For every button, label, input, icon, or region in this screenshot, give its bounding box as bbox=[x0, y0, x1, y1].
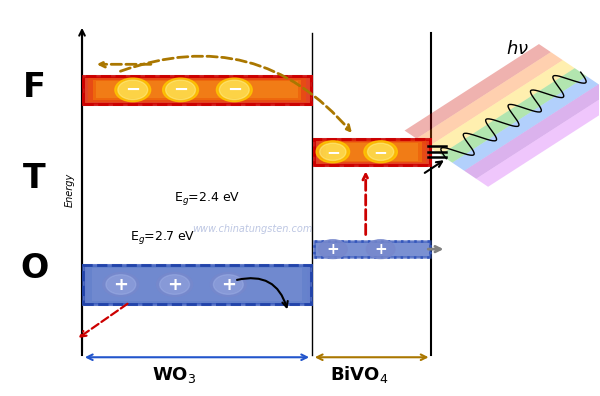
Circle shape bbox=[106, 275, 136, 294]
Polygon shape bbox=[476, 92, 600, 187]
Text: BiVO$_4$: BiVO$_4$ bbox=[331, 364, 389, 385]
FancyBboxPatch shape bbox=[323, 142, 422, 162]
Circle shape bbox=[166, 80, 196, 100]
Circle shape bbox=[163, 78, 199, 102]
FancyBboxPatch shape bbox=[92, 268, 302, 301]
FancyBboxPatch shape bbox=[326, 143, 418, 161]
Text: T: T bbox=[23, 162, 46, 195]
Text: O: O bbox=[20, 252, 49, 285]
Circle shape bbox=[220, 80, 249, 100]
Circle shape bbox=[364, 141, 397, 163]
Text: E$_g$=2.4 eV: E$_g$=2.4 eV bbox=[174, 190, 241, 206]
Circle shape bbox=[367, 143, 394, 160]
Polygon shape bbox=[452, 76, 599, 171]
Polygon shape bbox=[428, 60, 575, 155]
FancyBboxPatch shape bbox=[93, 80, 301, 100]
Circle shape bbox=[211, 273, 246, 296]
Polygon shape bbox=[440, 68, 587, 163]
FancyBboxPatch shape bbox=[319, 141, 426, 163]
Circle shape bbox=[214, 275, 243, 294]
Circle shape bbox=[320, 143, 346, 160]
Text: F: F bbox=[23, 71, 46, 105]
Text: −: − bbox=[227, 81, 242, 99]
FancyBboxPatch shape bbox=[88, 78, 306, 102]
Circle shape bbox=[319, 240, 347, 259]
Text: +: + bbox=[221, 276, 236, 293]
Circle shape bbox=[157, 273, 193, 296]
Text: −: − bbox=[125, 81, 140, 99]
Text: +: + bbox=[113, 276, 128, 293]
Text: +: + bbox=[167, 276, 182, 293]
Text: $h\nu$: $h\nu$ bbox=[506, 40, 529, 57]
Circle shape bbox=[118, 80, 148, 100]
FancyBboxPatch shape bbox=[83, 76, 311, 104]
Circle shape bbox=[316, 141, 350, 163]
FancyBboxPatch shape bbox=[87, 266, 307, 303]
Circle shape bbox=[217, 78, 252, 102]
FancyBboxPatch shape bbox=[314, 241, 430, 257]
Text: Energy: Energy bbox=[65, 173, 75, 207]
Circle shape bbox=[115, 78, 151, 102]
Text: +: + bbox=[374, 242, 387, 257]
Text: −: − bbox=[326, 143, 340, 161]
FancyBboxPatch shape bbox=[83, 265, 311, 304]
Text: −: − bbox=[374, 143, 388, 161]
Polygon shape bbox=[416, 52, 563, 147]
Text: E$_g$=2.7 eV: E$_g$=2.7 eV bbox=[130, 229, 196, 246]
FancyBboxPatch shape bbox=[97, 81, 298, 99]
Text: +: + bbox=[326, 242, 339, 257]
Text: WO$_3$: WO$_3$ bbox=[152, 365, 197, 385]
Text: www.chinatungsten.com: www.chinatungsten.com bbox=[192, 225, 313, 234]
Polygon shape bbox=[404, 44, 600, 187]
Circle shape bbox=[160, 275, 190, 294]
FancyBboxPatch shape bbox=[314, 139, 430, 165]
Circle shape bbox=[366, 240, 395, 259]
Polygon shape bbox=[464, 84, 600, 179]
Circle shape bbox=[103, 273, 139, 296]
Text: −: − bbox=[173, 81, 188, 99]
Polygon shape bbox=[404, 44, 551, 139]
